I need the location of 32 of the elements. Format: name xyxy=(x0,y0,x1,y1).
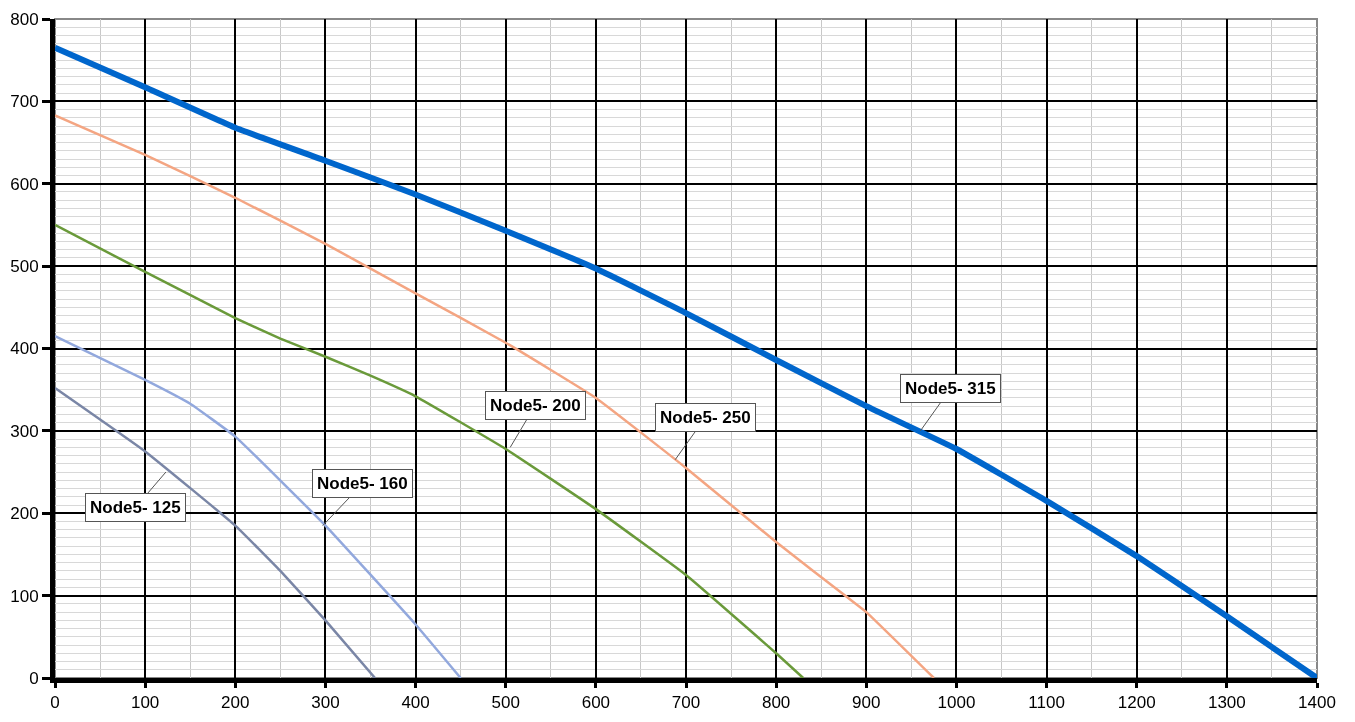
annotation: Node5- 200 xyxy=(490,396,581,415)
x-tick-label: 100 xyxy=(130,693,160,713)
annotation: Node5- 125 xyxy=(90,498,181,517)
x-tick-label: 400 xyxy=(401,693,430,713)
line-series xyxy=(55,386,377,678)
x-tick-label: 500 xyxy=(491,693,520,713)
line-series xyxy=(55,223,805,678)
y-tick-label: 0 xyxy=(29,668,39,688)
y-tick-label: 300 xyxy=(10,421,39,441)
x-tick-label: 1000 xyxy=(937,693,976,713)
y-tick-label: 200 xyxy=(10,504,39,524)
annotation: Node5- 160 xyxy=(317,474,408,493)
x-tick-label: 900 xyxy=(852,693,881,713)
y-tick-label: 400 xyxy=(10,339,39,359)
annotation: Node5- 315 xyxy=(905,379,996,398)
x-tick-label: 200 xyxy=(221,693,250,713)
x-tick-label: 800 xyxy=(761,693,791,713)
x-tick-label: 1200 xyxy=(1117,693,1156,713)
y-tick-label: 800 xyxy=(10,9,39,29)
x-tick-label: 600 xyxy=(581,693,611,713)
y-tick-label: 100 xyxy=(10,586,39,606)
y-tick-label: 500 xyxy=(10,257,39,277)
line-series xyxy=(55,334,462,678)
x-tick-label: 700 xyxy=(671,693,701,713)
x-tick-label: 300 xyxy=(311,693,340,713)
annotation: Node5- 250 xyxy=(660,408,751,427)
x-tick-label: 1100 xyxy=(1028,693,1065,713)
x-tick-label: 0 xyxy=(50,693,60,713)
y-tick-label: 600 xyxy=(10,174,39,194)
x-tick-label: 1300 xyxy=(1207,693,1246,713)
y-tick-label: 700 xyxy=(10,92,39,112)
x-tick-label: 1400 xyxy=(1298,693,1336,713)
